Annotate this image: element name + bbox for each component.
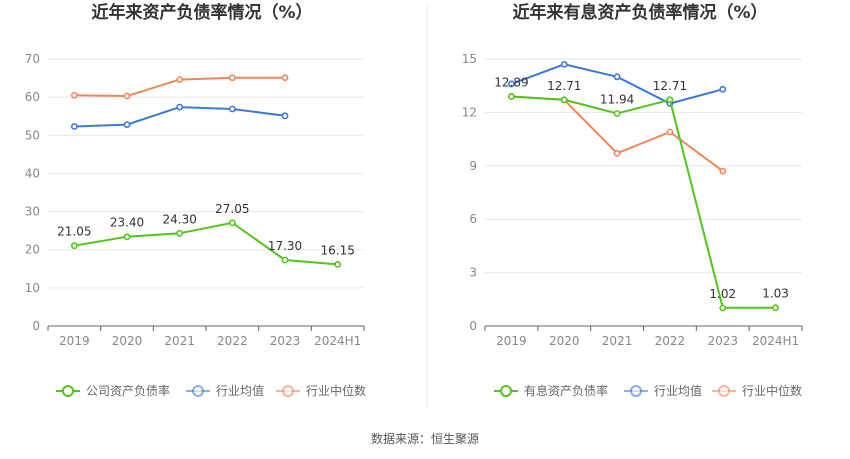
chart-title: 近年来有息资产负债率情况（%） xyxy=(512,2,767,23)
chart-panel-debt-ratio: 近年来资产负债率情况（%） 0 10 20 30 40 50 60 70 2019 2020 2021… xyxy=(25,2,366,398)
source-note: 数据来源：恒生聚源 xyxy=(371,431,479,446)
legend-item[interactable]: 公司资产负债率 xyxy=(56,383,170,398)
x-tick-label: 2024H1 xyxy=(752,334,799,348)
legend-marker xyxy=(192,385,204,397)
data-point[interactable] xyxy=(613,149,621,157)
data-label: 24.30 xyxy=(162,212,196,226)
y-tick-label: 20 xyxy=(25,243,40,257)
x-tick-label: 2022 xyxy=(655,334,686,348)
data-point[interactable] xyxy=(613,110,621,117)
data-label: 12.89 xyxy=(494,76,528,90)
data-label: 1.02 xyxy=(709,287,736,301)
data-label: 12.71 xyxy=(547,79,581,93)
data-point[interactable] xyxy=(508,80,515,88)
legend-label: 行业中位数 xyxy=(306,383,366,398)
x-tick-label: 2024H1 xyxy=(314,334,361,348)
series-line xyxy=(511,95,724,172)
legend-label: 公司资产负债率 xyxy=(86,383,170,398)
data-label: 21.05 xyxy=(57,225,91,239)
legend-label: 行业均值 xyxy=(216,383,264,398)
data-point[interactable] xyxy=(70,123,78,130)
x-tick-label: 2022 xyxy=(217,334,248,348)
y-tick-label: 0 xyxy=(469,319,477,333)
series-line xyxy=(511,95,776,309)
legend-item[interactable]: 行业均值 xyxy=(624,383,702,398)
data-label: 27.05 xyxy=(215,202,249,216)
legend-label: 有息资产负债率 xyxy=(524,383,608,398)
data-point[interactable] xyxy=(176,229,184,237)
data-point[interactable] xyxy=(70,242,78,250)
data-point[interactable] xyxy=(560,60,568,68)
data-point[interactable] xyxy=(613,73,621,81)
legend-marker xyxy=(282,385,294,397)
x-tick-label: 2021 xyxy=(164,334,195,348)
legend-marker xyxy=(718,385,730,397)
data-point[interactable] xyxy=(70,91,78,99)
y-tick-label: 3 xyxy=(469,266,477,280)
x-tick-label: 2020 xyxy=(549,334,580,348)
data-point[interactable] xyxy=(281,112,289,120)
data-label: 16.15 xyxy=(320,243,354,257)
data-point[interactable] xyxy=(281,256,289,264)
x-tick-label: 2023 xyxy=(707,334,738,348)
data-point[interactable] xyxy=(228,219,236,227)
y-tick-label: 30 xyxy=(25,205,40,219)
data-point[interactable] xyxy=(123,233,131,241)
y-tick-label: 40 xyxy=(25,166,40,180)
data-point[interactable] xyxy=(560,96,568,104)
y-tick-label: 60 xyxy=(25,90,40,104)
y-tick-label: 9 xyxy=(469,159,477,173)
data-point[interactable] xyxy=(772,304,779,312)
x-tick-label: 2020 xyxy=(112,334,143,348)
y-tick-label: 6 xyxy=(469,212,477,226)
data-point[interactable] xyxy=(719,304,727,312)
data-label: 11.94 xyxy=(600,92,634,106)
data-point[interactable] xyxy=(123,121,131,129)
y-tick-label: 0 xyxy=(32,319,40,333)
data-point[interactable] xyxy=(123,92,131,100)
y-tick-label: 70 xyxy=(25,52,40,66)
data-point[interactable] xyxy=(334,260,342,268)
chart-panel-interest-debt-ratio: 近年来有息资产负债率情况（%） 0 3 6 9 12 15 2019 2020 2021 2022 2… xyxy=(462,2,803,398)
legend-item[interactable]: 行业中位数 xyxy=(712,383,802,398)
data-point[interactable] xyxy=(508,93,515,100)
x-tick-label: 2021 xyxy=(602,334,633,348)
data-point[interactable] xyxy=(228,105,236,113)
legend-marker xyxy=(62,385,74,397)
x-tick-label: 2019 xyxy=(59,334,90,348)
data-point[interactable] xyxy=(281,74,289,82)
data-point[interactable] xyxy=(666,128,674,136)
data-point[interactable] xyxy=(666,96,674,104)
chart-title: 近年来资产负债率情况（%） xyxy=(91,2,312,23)
legend-item[interactable]: 有息资产负债率 xyxy=(494,383,608,398)
y-tick-label: 12 xyxy=(462,105,477,119)
data-label: 1.03 xyxy=(762,287,789,301)
data-label: 23.40 xyxy=(110,216,144,230)
x-tick-label: 2023 xyxy=(270,334,301,348)
y-tick-label: 15 xyxy=(462,52,477,66)
legend-marker xyxy=(500,385,512,397)
legend-item[interactable]: 行业中位数 xyxy=(276,383,366,398)
data-label: 12.71 xyxy=(653,79,687,93)
y-tick-label: 10 xyxy=(25,281,40,295)
data-point[interactable] xyxy=(176,76,184,83)
legend-marker xyxy=(630,385,642,397)
legend-item[interactable]: 行业均值 xyxy=(186,383,264,398)
series-line xyxy=(74,221,338,266)
data-label: 17.30 xyxy=(268,239,302,253)
data-point[interactable] xyxy=(228,74,236,82)
x-tick-label: 2019 xyxy=(496,334,527,348)
data-point[interactable] xyxy=(719,167,727,175)
legend-label: 行业均值 xyxy=(654,383,702,398)
data-point[interactable] xyxy=(719,85,727,93)
y-tick-label: 50 xyxy=(25,128,40,142)
legend-label: 行业中位数 xyxy=(742,383,802,398)
data-point[interactable] xyxy=(176,103,184,111)
